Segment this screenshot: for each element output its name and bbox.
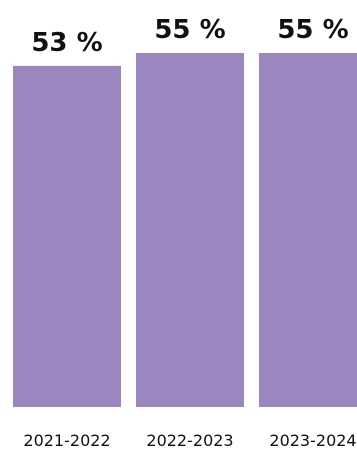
bar-2023-2024 [259,53,357,407]
bar-2022-2023 [136,53,244,407]
bar-2021-2022 [13,65,121,407]
x-tick-label: 2021-2022 [23,431,110,449]
x-tick-label: 2023-2024 [269,431,356,449]
value-label: 55 % [154,15,225,45]
x-tick-label: 2022-2023 [146,431,233,449]
value-label: 53 % [31,28,102,58]
value-label: 55 % [277,15,348,45]
